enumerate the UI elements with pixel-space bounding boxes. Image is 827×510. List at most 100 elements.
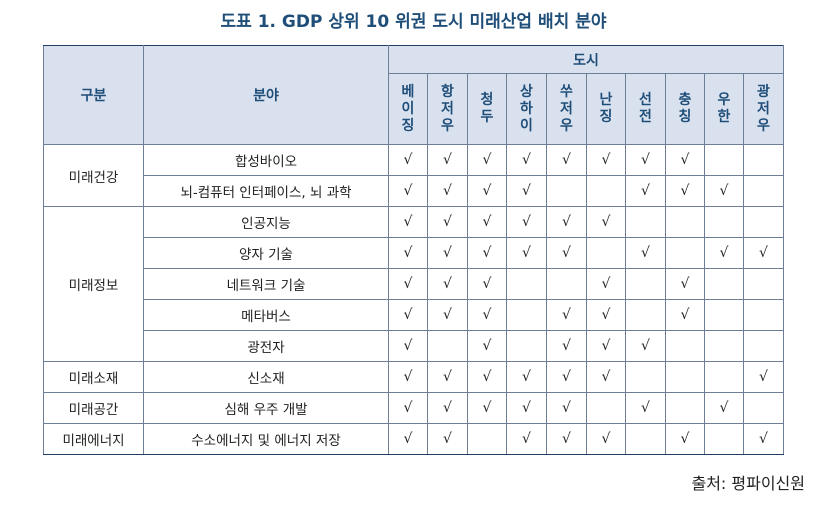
- check-cell: √: [388, 268, 428, 300]
- check-cell: √: [388, 423, 428, 455]
- check-cell: √: [625, 392, 666, 424]
- check-cell: √: [586, 361, 626, 393]
- check-cell: [704, 268, 744, 300]
- check-mark: √: [680, 152, 690, 168]
- check-mark: √: [403, 276, 413, 292]
- check-cell: √: [506, 144, 547, 176]
- check-cell: [704, 144, 744, 176]
- check-cell: √: [665, 423, 705, 455]
- table-row: 네트워크 기술 √ √ √ √ √: [44, 268, 784, 300]
- check-mark: √: [562, 431, 571, 447]
- check-mark: √: [562, 307, 571, 323]
- check-cell: √: [427, 361, 468, 393]
- check-cell: √: [704, 175, 744, 207]
- check-cell: [665, 392, 705, 424]
- check-cell: √: [388, 144, 428, 176]
- check-cell: √: [625, 237, 666, 269]
- field-cell: 양자 기술: [143, 237, 389, 269]
- check-cell: √: [665, 175, 705, 207]
- check-cell: [625, 361, 666, 393]
- header-field: 분야: [143, 45, 389, 145]
- check-cell: √: [427, 268, 468, 300]
- check-mark: √: [719, 183, 729, 199]
- check-mark: √: [641, 183, 650, 199]
- check-cell: [743, 299, 784, 331]
- check-cell: √: [546, 206, 587, 238]
- table-row: 광전자 √ √ √ √ √: [44, 330, 784, 362]
- check-cell: √: [467, 392, 507, 424]
- check-cell: √: [467, 330, 507, 362]
- check-mark: √: [680, 307, 690, 323]
- category-cell: 미래소재: [43, 361, 144, 393]
- check-mark: √: [641, 400, 650, 416]
- check-cell: √: [388, 361, 428, 393]
- check-mark: √: [562, 214, 571, 230]
- check-cell: √: [546, 361, 587, 393]
- field-cell: 뇌-컴퓨터 인터페이스, 뇌 과학: [143, 175, 389, 207]
- source-note: 출처: 평파이신원: [691, 474, 805, 493]
- check-mark: √: [562, 338, 571, 354]
- check-cell: √: [625, 144, 666, 176]
- check-cell: √: [506, 237, 547, 269]
- check-cell: √: [427, 175, 468, 207]
- table-row: 미래에너지 수소에너지 및 에너지 저장 √ √ √ √ √ √ √: [43, 423, 784, 455]
- check-cell: √: [586, 144, 626, 176]
- check-mark: √: [443, 183, 452, 199]
- check-mark: √: [482, 369, 492, 385]
- check-mark: √: [443, 400, 452, 416]
- check-cell: [743, 392, 784, 424]
- check-mark: √: [443, 245, 452, 261]
- check-cell: √: [467, 299, 507, 331]
- category-cell: 미래건강: [43, 144, 144, 207]
- check-mark: √: [443, 276, 452, 292]
- check-cell: √: [546, 144, 587, 176]
- field-cell: 인공지능: [143, 206, 389, 238]
- check-mark: √: [719, 400, 729, 416]
- check-cell: [743, 330, 784, 362]
- check-mark: √: [641, 152, 650, 168]
- check-cell: √: [665, 268, 705, 300]
- check-mark: √: [562, 369, 571, 385]
- table-row: 양자 기술 √ √ √ √ √ √ √ √: [44, 237, 784, 269]
- check-cell: [546, 268, 587, 300]
- check-cell: [743, 268, 784, 300]
- check-cell: [625, 268, 666, 300]
- check-cell: √: [427, 206, 468, 238]
- field-cell: 메타버스: [143, 299, 389, 331]
- check-cell: √: [546, 237, 587, 269]
- check-mark: √: [601, 431, 611, 447]
- check-cell: √: [743, 237, 784, 269]
- check-cell: √: [506, 175, 547, 207]
- check-cell: [704, 299, 744, 331]
- check-cell: √: [586, 299, 626, 331]
- check-cell: √: [427, 144, 468, 176]
- check-mark: √: [522, 369, 531, 385]
- check-cell: √: [743, 361, 784, 393]
- check-cell: [665, 330, 705, 362]
- check-cell: √: [506, 392, 547, 424]
- check-mark: √: [482, 214, 492, 230]
- table-row: 미래건강 합성바이오 √ √ √ √ √ √ √ √: [43, 144, 784, 207]
- field-cell: 광전자: [143, 330, 389, 362]
- check-mark: √: [522, 431, 531, 447]
- check-cell: [665, 361, 705, 393]
- check-mark: √: [719, 245, 729, 261]
- check-mark: √: [641, 245, 650, 261]
- check-cell: [665, 237, 705, 269]
- check-cell: √: [704, 237, 744, 269]
- check-cell: √: [743, 423, 784, 455]
- check-mark: √: [562, 245, 571, 261]
- check-cell: [704, 361, 744, 393]
- check-mark: √: [601, 338, 611, 354]
- check-cell: √: [467, 144, 507, 176]
- check-mark: √: [403, 245, 413, 261]
- field-cell: 신소재: [143, 361, 389, 393]
- check-cell: [704, 423, 744, 455]
- check-mark: √: [759, 431, 768, 447]
